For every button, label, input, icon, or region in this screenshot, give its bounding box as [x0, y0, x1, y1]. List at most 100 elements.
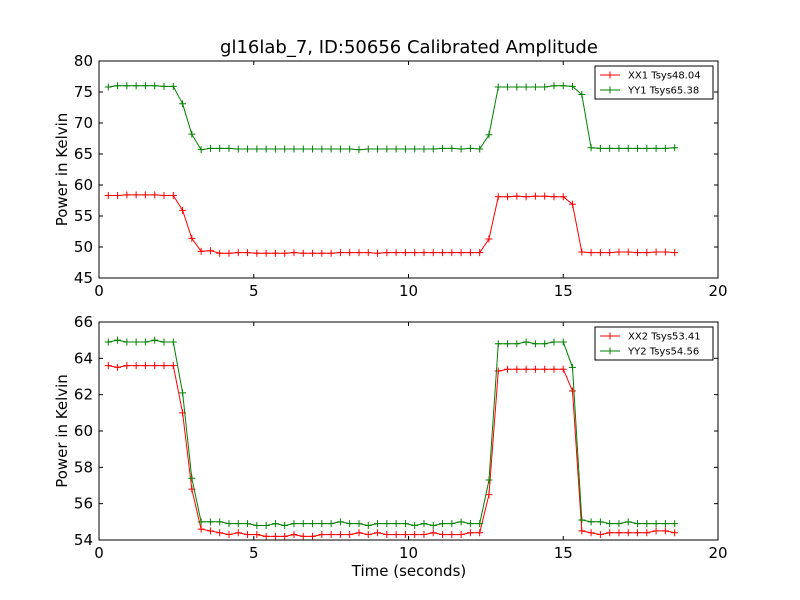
data-point-marker	[160, 192, 168, 200]
data-point-marker	[244, 145, 252, 153]
data-point-marker	[318, 520, 326, 528]
data-point-marker	[661, 248, 669, 256]
data-point-marker	[643, 249, 651, 257]
data-point-marker	[281, 532, 289, 540]
data-point-marker	[225, 144, 233, 152]
data-point-marker	[169, 192, 177, 200]
data-point-marker	[318, 249, 326, 257]
axes-frame	[98, 321, 719, 541]
data-point-marker	[541, 365, 549, 373]
data-point-marker	[596, 518, 604, 526]
data-point-marker	[429, 249, 437, 257]
y-tick-label: 58	[74, 458, 93, 476]
data-point-marker	[151, 191, 159, 199]
data-point-marker	[522, 83, 530, 91]
data-point-marker	[374, 145, 382, 153]
x-tick-label: 10	[399, 282, 418, 300]
data-point-marker	[448, 520, 456, 528]
data-point-marker	[587, 249, 595, 257]
data-point-marker	[169, 82, 177, 90]
y-axis-label: Power in Kelvin	[53, 113, 71, 227]
data-point-marker	[513, 83, 521, 91]
data-point-marker	[123, 82, 131, 90]
data-point-marker	[643, 520, 651, 528]
legend-box	[594, 326, 714, 361]
data-point-marker	[624, 529, 632, 537]
data-point-marker	[114, 363, 122, 371]
data-point-marker	[290, 249, 298, 257]
y-tick-label: 45	[74, 269, 93, 287]
legend-marker	[606, 332, 614, 340]
data-point-marker	[206, 518, 214, 526]
legend-label: YY2 Tsys54.56	[627, 347, 699, 358]
data-point-marker	[160, 82, 168, 90]
axes-frame	[98, 60, 719, 279]
data-point-marker	[476, 520, 484, 528]
y-tick-label: 62	[74, 386, 93, 404]
data-point-marker	[476, 145, 484, 153]
data-point-marker	[188, 234, 196, 242]
data-point-marker	[578, 527, 586, 535]
data-point-marker	[290, 531, 298, 539]
data-point-marker	[216, 529, 224, 537]
data-point-marker	[652, 248, 660, 256]
data-point-marker	[550, 338, 558, 346]
data-point-marker	[383, 145, 391, 153]
y-axis-label: Power in Kelvin	[53, 374, 71, 488]
y-tick-label: 64	[74, 349, 93, 367]
data-point-marker	[643, 529, 651, 537]
data-point-marker	[197, 247, 205, 255]
y-tick-label: 56	[74, 495, 93, 513]
data-point-marker	[457, 518, 465, 526]
data-point-marker	[587, 518, 595, 526]
data-point-marker	[346, 145, 354, 153]
data-point-marker	[309, 145, 317, 153]
data-point-marker	[606, 144, 614, 152]
data-point-marker	[439, 520, 447, 528]
data-point-marker	[411, 249, 419, 257]
data-point-marker	[179, 389, 187, 397]
data-point-marker	[188, 130, 196, 138]
data-point-marker	[401, 531, 409, 539]
data-point-marker	[569, 387, 577, 395]
data-point-marker	[364, 531, 372, 539]
data-point-marker	[569, 82, 577, 90]
data-point-marker	[374, 529, 382, 537]
data-point-marker	[420, 520, 428, 528]
data-point-marker	[661, 520, 669, 528]
data-point-marker	[522, 338, 530, 346]
data-point-marker	[355, 520, 363, 528]
data-point-marker	[578, 516, 586, 524]
data-point-marker	[299, 249, 307, 257]
data-point-marker	[281, 249, 289, 257]
data-point-marker	[661, 527, 669, 535]
data-point-marker	[374, 249, 382, 257]
data-point-marker	[244, 249, 252, 257]
data-point-marker	[476, 249, 484, 257]
data-point-marker	[234, 249, 242, 257]
legend: XX2 Tsys53.41 YY2 Tsys54.56	[594, 326, 714, 361]
data-point-marker	[327, 145, 335, 153]
bottom-plot-panel: 0 5 10 15 20 54 56 58 60 62 64 66 Power in Kelvin XX2…	[53, 313, 728, 562]
data-point-marker	[522, 365, 530, 373]
data-point-marker	[476, 529, 484, 537]
data-point-marker	[606, 249, 614, 257]
data-point-marker	[550, 193, 558, 201]
data-point-marker	[596, 531, 604, 539]
data-point-marker	[132, 191, 140, 199]
legend-label: XX2 Tsys53.41	[628, 332, 701, 343]
data-point-marker	[234, 520, 242, 528]
data-point-marker	[531, 83, 539, 91]
y-tick-label: 66	[74, 313, 93, 331]
data-point-marker	[151, 82, 159, 90]
data-point-marker	[169, 338, 177, 346]
data-point-marker	[420, 249, 428, 257]
data-point-marker	[634, 144, 642, 152]
data-point-marker	[448, 144, 456, 152]
data-point-marker	[439, 144, 447, 152]
data-point-marker	[132, 362, 140, 370]
data-point-marker	[244, 520, 252, 528]
data-point-marker	[104, 192, 112, 200]
data-point-marker	[244, 531, 252, 539]
data-point-marker	[309, 532, 317, 540]
